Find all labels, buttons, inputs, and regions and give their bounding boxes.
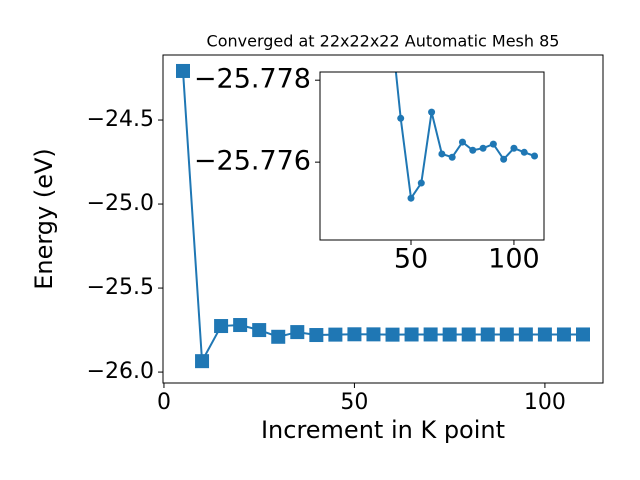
- marker: [176, 63, 190, 78]
- y-tick-label: −25.776: [194, 146, 311, 177]
- marker: [214, 319, 229, 334]
- y-tick-label: −25.778: [194, 64, 311, 95]
- x-axis-label: Increment in K point: [261, 416, 505, 444]
- y-tick-label: −24.5: [87, 107, 154, 132]
- marker: [387, 15, 394, 22]
- marker: [366, 327, 381, 342]
- marker: [499, 327, 514, 342]
- marker: [461, 327, 476, 342]
- y-tick-label: −25.0: [87, 191, 154, 216]
- x-tick-label: 100: [524, 390, 566, 415]
- marker: [233, 318, 248, 333]
- x-tick-label: 100: [488, 244, 540, 275]
- marker: [423, 327, 438, 342]
- marker: [271, 329, 286, 344]
- marker: [252, 323, 267, 338]
- marker: [448, 153, 456, 161]
- marker: [309, 328, 324, 343]
- x-tick-label: 50: [340, 390, 368, 415]
- y-axis-label: Energy (eV): [30, 148, 58, 290]
- series: [387, 15, 539, 202]
- plot-area: [320, 72, 544, 240]
- marker: [385, 327, 400, 342]
- marker: [397, 114, 405, 122]
- marker: [428, 108, 436, 116]
- x-tick-label: 50: [394, 244, 428, 275]
- marker: [500, 155, 508, 163]
- marker: [347, 327, 362, 342]
- series: [176, 63, 590, 369]
- line: [182, 70, 584, 365]
- marker: [469, 146, 477, 154]
- marker: [510, 144, 518, 152]
- y-tick-label: −25.5: [87, 275, 154, 300]
- marker: [520, 148, 528, 156]
- axes-frame: [319, 71, 545, 241]
- marker: [442, 327, 457, 342]
- marker: [438, 150, 446, 158]
- x-tick-label: 0: [157, 390, 171, 415]
- marker: [489, 140, 497, 148]
- marker: [556, 327, 571, 342]
- y-tick-label: −26.0: [87, 359, 154, 384]
- marker: [290, 325, 305, 340]
- marker: [328, 327, 343, 342]
- marker: [479, 144, 487, 152]
- marker: [537, 327, 552, 342]
- marker: [518, 327, 533, 342]
- marker: [407, 194, 415, 202]
- marker: [195, 354, 210, 369]
- marker: [417, 179, 425, 187]
- marker: [531, 152, 539, 160]
- marker: [404, 327, 419, 342]
- chart-title: Converged at 22x22x22 Automatic Mesh 85: [207, 32, 560, 51]
- marker: [480, 327, 495, 342]
- axes-frame: [162, 54, 604, 384]
- marker: [576, 327, 590, 342]
- marker: [458, 138, 466, 146]
